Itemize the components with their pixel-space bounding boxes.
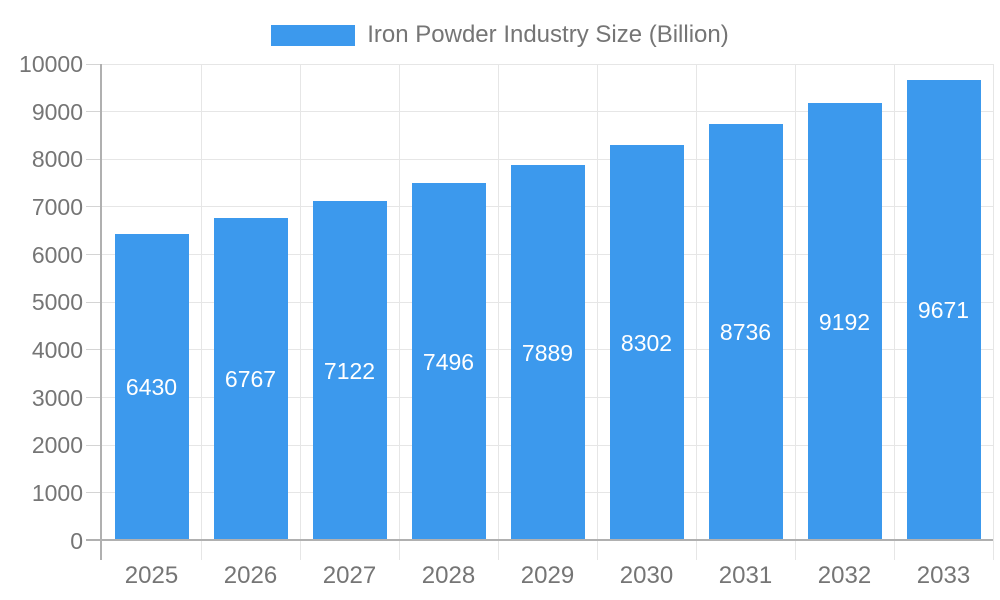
x-gridline (200, 64, 202, 560)
legend-label: Iron Powder Industry Size (Billion) (367, 21, 729, 48)
bar (114, 234, 189, 541)
y-gridline (102, 158, 993, 160)
y-tick (86, 254, 102, 256)
bar-value-label: 6430 (125, 374, 178, 401)
bar-value-label: 7889 (521, 339, 574, 366)
y-tick (86, 349, 102, 351)
y-tick (86, 492, 102, 494)
bar (609, 144, 684, 541)
bar-value-label: 8736 (719, 319, 772, 346)
y-tick-label: 1000 (31, 479, 83, 506)
y-tick-label: 4000 (31, 336, 83, 363)
bar (708, 124, 783, 541)
x-tick-label: 2030 (619, 562, 674, 589)
y-gridline (102, 111, 993, 113)
bar (411, 183, 486, 541)
bar-value-label: 9671 (917, 297, 970, 324)
x-gridline (497, 64, 499, 560)
y-axis-line (100, 64, 102, 560)
y-tick-label: 7000 (31, 193, 83, 220)
x-tick-label: 2028 (421, 562, 476, 589)
x-gridline (299, 64, 301, 560)
x-tick-label: 2029 (520, 562, 575, 589)
x-tick-label: 2032 (817, 562, 872, 589)
y-gridline (102, 63, 993, 65)
y-tick-label: 6000 (31, 241, 83, 268)
bar (807, 102, 882, 541)
y-tick-label: 8000 (31, 146, 83, 173)
y-tick-label: 5000 (31, 289, 83, 316)
bar-value-label: 7496 (422, 348, 475, 375)
y-tick (86, 111, 102, 113)
bar (213, 218, 288, 541)
y-tick (86, 158, 102, 160)
x-gridline (893, 64, 895, 560)
x-tick-label: 2026 (223, 562, 278, 589)
y-tick (86, 444, 102, 446)
x-gridline (992, 64, 994, 560)
y-tick-label: 9000 (31, 98, 83, 125)
y-tick-label: 3000 (31, 384, 83, 411)
y-tick (86, 301, 102, 303)
x-tick-label: 2027 (322, 562, 377, 589)
bar (906, 79, 981, 541)
y-tick (86, 63, 102, 65)
bar-value-label: 9192 (818, 308, 871, 335)
y-tick (86, 206, 102, 208)
bar-value-label: 6767 (224, 366, 277, 393)
bar-value-label: 7122 (323, 357, 376, 384)
y-tick-label: 10000 (19, 51, 83, 77)
x-tick-label: 2025 (124, 562, 179, 589)
bar (510, 164, 585, 541)
x-tick-label: 2033 (916, 562, 971, 589)
y-tick (86, 397, 102, 399)
x-tick-label: 2031 (718, 562, 773, 589)
x-gridline (794, 64, 796, 560)
bar (312, 201, 387, 541)
bar-value-label: 8302 (620, 329, 673, 356)
legend-item[interactable]: Iron Powder Industry Size (Billion) (0, 21, 1000, 49)
y-tick-label: 0 (70, 527, 83, 554)
x-gridline (596, 64, 598, 560)
x-gridline (695, 64, 697, 560)
x-axis-line (86, 539, 993, 541)
legend-swatch (271, 24, 356, 46)
y-tick-label: 2000 (31, 432, 83, 459)
x-gridline (398, 64, 400, 560)
